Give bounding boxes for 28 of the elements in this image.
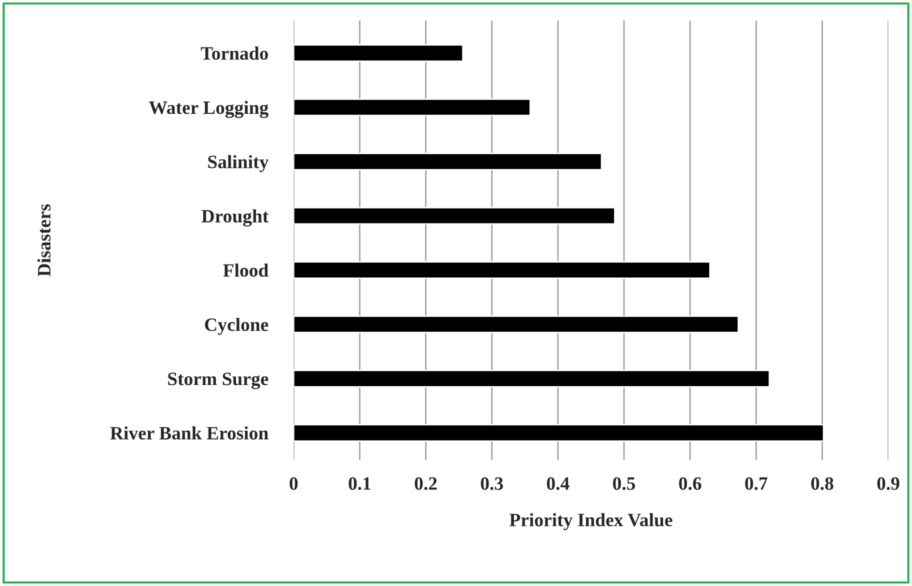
x-tick-label: 0 [290,477,298,490]
y-tick-label: Water Logging [148,100,268,118]
x-tick-label: 0.3 [480,477,503,490]
x-tick-label: 0.4 [546,477,570,490]
y-tick-label: Flood [223,264,268,277]
x-tick-label: 0.2 [414,477,437,490]
x-axis-title: Priority Index Value [510,513,672,530]
x-tick-label: 0.9 [877,477,900,490]
bar [294,152,602,170]
x-tick-label: 0.6 [679,477,702,490]
x-tick-label: 0.5 [613,477,636,490]
bar [294,44,464,62]
bar [294,261,711,279]
x-tick-label: 0.8 [811,477,834,490]
y-tick-label: Cyclone [205,318,268,335]
x-tick-label: 0.1 [348,477,370,490]
y-axis-title: Disasters [37,204,51,276]
y-tick-label: Drought [202,209,269,226]
y-tick-label: Tornado [200,46,268,60]
y-tick-label: Storm Surge [168,372,268,390]
x-tick-label: 0.7 [745,477,768,490]
bar [294,370,770,388]
bar [294,207,616,225]
y-tick-label: Salinity [208,155,268,172]
bar [294,98,531,116]
bar [294,316,740,334]
bar [294,424,824,442]
y-tick-label: River Bank Erosion [110,426,268,440]
